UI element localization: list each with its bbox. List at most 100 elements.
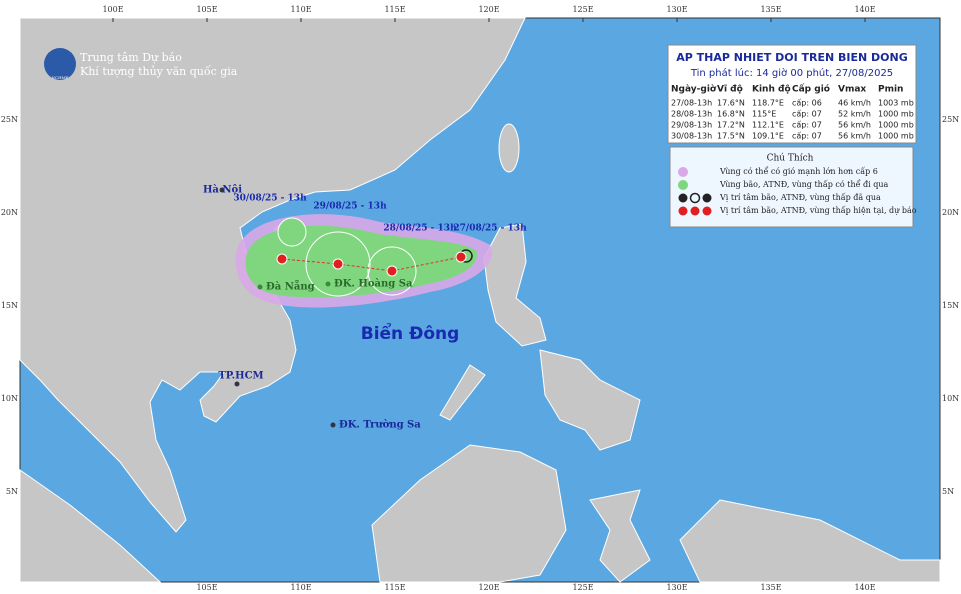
place-label: ĐK. Hoàng Sa xyxy=(334,279,413,290)
lon-label: 140E xyxy=(854,583,875,592)
legend-title: Chú Thích xyxy=(767,153,814,164)
lon-label: 125E xyxy=(572,5,593,14)
bulletin-title: AP THAP NHIET DOI TREN BIEN DONG xyxy=(676,51,908,64)
lat-label: 15N xyxy=(1,301,18,310)
legend-swatch xyxy=(689,192,701,204)
table-cell: cấp: 06 xyxy=(792,98,822,108)
uncertainty-circle xyxy=(367,246,417,296)
table-cell: cấp: 07 xyxy=(792,120,822,130)
table-cell: 56 km/h xyxy=(838,121,871,130)
lon-label: 135E xyxy=(760,583,781,592)
table-cell: 17.2°N xyxy=(717,121,745,130)
legend-item: Vị trí tâm bão, ATNĐ, vùng thấp hiện tại… xyxy=(719,206,917,215)
storm-position xyxy=(276,253,288,265)
legend-swatch xyxy=(702,206,712,216)
column-header: Ngày-giờ xyxy=(671,84,717,95)
table-cell: 17.6°N xyxy=(717,99,745,108)
table-cell: 52 km/h xyxy=(838,110,871,119)
place-label: Hà Nội xyxy=(203,185,242,196)
legend-swatch xyxy=(702,193,712,203)
table-cell: 109.1°E xyxy=(752,132,784,141)
storm-track-zone xyxy=(245,225,477,298)
table-cell: 28/08-13h xyxy=(671,110,712,119)
logo-text: NCHMF xyxy=(52,75,69,80)
table-cell: 29/08-13h xyxy=(671,121,712,130)
table-cell: 1000 mb xyxy=(878,110,914,119)
column-header: Kinh độ xyxy=(752,85,791,95)
lat-label: 5N xyxy=(6,487,18,496)
lat-label: 25N xyxy=(1,115,18,124)
table-cell: 16.8°N xyxy=(717,110,745,119)
lat-label: 5N xyxy=(942,487,954,496)
lon-label: 130E xyxy=(666,583,687,592)
storm-position xyxy=(332,258,344,270)
uncertainty-circle xyxy=(305,231,371,297)
lat-label: 10N xyxy=(1,394,18,403)
storm-position xyxy=(455,251,467,263)
track-line xyxy=(281,256,462,272)
lon-label: 100E xyxy=(102,5,123,14)
column-header: Vĩ độ xyxy=(717,85,743,95)
lon-label: 120E xyxy=(478,583,499,592)
column-header: Pmin xyxy=(878,85,903,95)
logo xyxy=(44,48,76,80)
storm-position xyxy=(386,265,398,277)
table-cell: cấp: 07 xyxy=(792,131,822,141)
track-label: 30/08/25 - 13h xyxy=(233,194,307,204)
track-label: 29/08/25 - 13h xyxy=(313,202,387,212)
table-cell: 115°E xyxy=(752,110,776,119)
place-dot xyxy=(219,187,225,193)
sea-label: Biển Đông xyxy=(361,322,460,344)
logo-emblem xyxy=(44,48,76,80)
land xyxy=(19,17,941,583)
place-dot xyxy=(330,422,336,428)
legend-item: Vùng bão, ATNĐ, vùng thấp có thể đi qua xyxy=(719,180,889,189)
bulletin-issued: Tin phát lúc: 14 giờ 00 phút, 27/08/2025 xyxy=(690,67,893,79)
place-label: Đà Nẵng xyxy=(266,281,315,293)
lon-label: 140E xyxy=(854,5,875,14)
legend-item: Vị trí tâm bão, ATNĐ, vùng thấp đã qua xyxy=(719,193,881,202)
place-label: ĐK. Trường Sa xyxy=(339,420,421,431)
table-cell: cấp: 07 xyxy=(792,109,822,119)
lat-label: 25N xyxy=(942,115,959,124)
table-cell: 118.7°E xyxy=(752,99,784,108)
table-cell: 1000 mb xyxy=(878,132,914,141)
legend-swatch xyxy=(690,206,700,216)
table-cell: 1003 mb xyxy=(878,99,914,108)
track-label: 27/08/25 - 13h xyxy=(453,224,527,234)
table-cell: 1000 mb xyxy=(878,121,914,130)
legend-item: Vùng có thể có gió mạnh lớn hơn cấp 6 xyxy=(719,167,878,176)
table-cell: 46 km/h xyxy=(838,99,871,108)
place-label: TP.HCM xyxy=(218,371,263,382)
lat-label: 15N xyxy=(942,301,959,310)
uncertainty-circle xyxy=(277,217,307,247)
lon-label: 135E xyxy=(760,5,781,14)
legend-swatch xyxy=(678,206,688,216)
place-dot xyxy=(325,281,331,287)
legend-swatch xyxy=(678,167,688,177)
table-cell: 17.5°N xyxy=(717,132,745,141)
bulletin-panel xyxy=(667,44,917,144)
table-cell: 27/08-13h xyxy=(671,99,712,108)
lat-label: 10N xyxy=(942,394,959,403)
lon-label: 130E xyxy=(666,5,687,14)
lon-label: 110E xyxy=(290,5,311,14)
lon-label: 105E xyxy=(196,583,217,592)
lon-label: 125E xyxy=(572,583,593,592)
lat-label: 20N xyxy=(942,208,959,217)
table-cell: 30/08-13h xyxy=(671,132,712,141)
place-dot xyxy=(257,284,263,290)
lon-label: 110E xyxy=(290,583,311,592)
legend-swatch xyxy=(678,180,688,190)
bulletin-box xyxy=(667,44,917,228)
lon-label: 115E xyxy=(384,583,405,592)
column-header: Vmax xyxy=(838,85,866,95)
track-label: 28/08/25 - 13h xyxy=(383,224,457,234)
table-cell: 112.1°E xyxy=(752,121,784,130)
place-dot xyxy=(234,381,240,387)
lon-label: 105E xyxy=(196,5,217,14)
lat-label: 20N xyxy=(1,208,18,217)
lon-label: 115E xyxy=(384,5,405,14)
column-header: Cấp gió xyxy=(792,84,830,95)
